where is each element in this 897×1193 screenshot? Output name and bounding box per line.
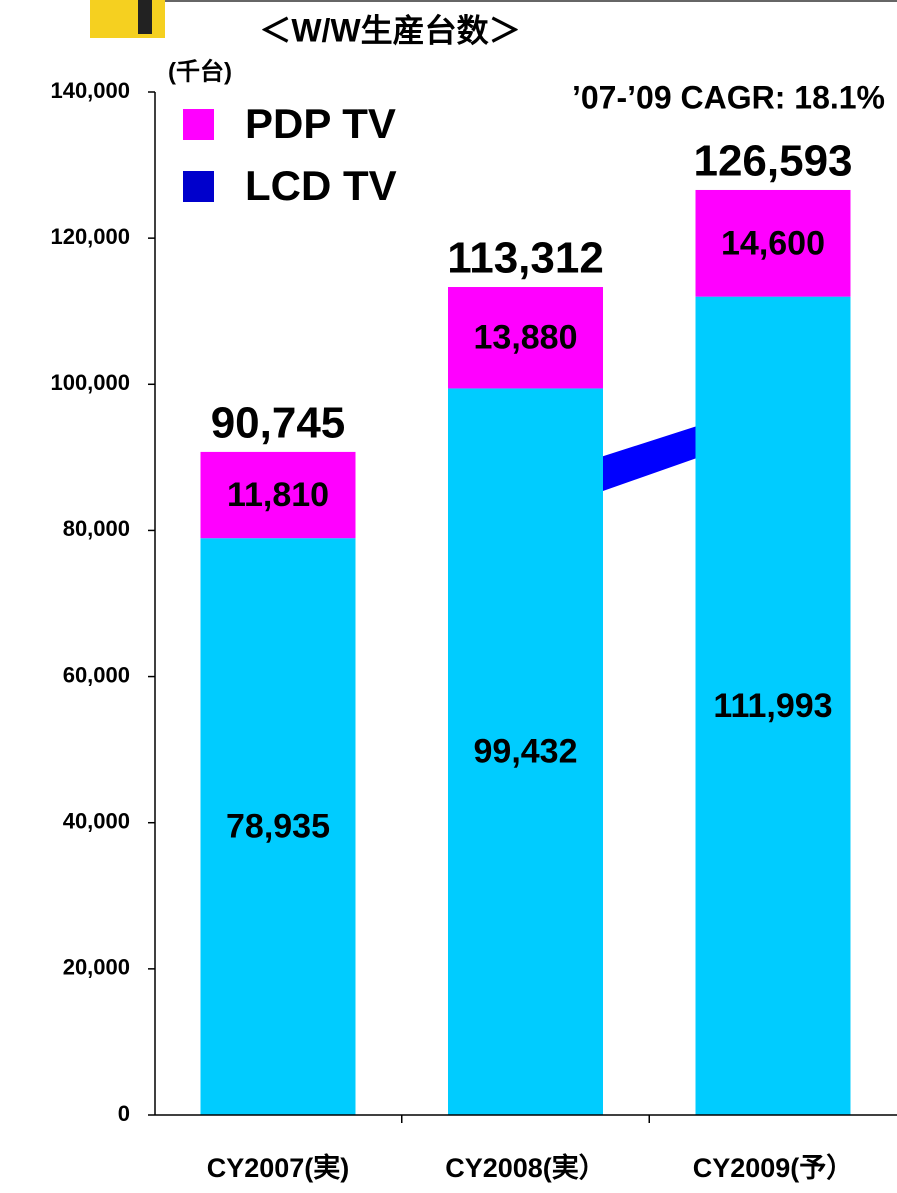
bar-segment — [448, 388, 603, 1115]
chart-title: ＜W/W生産台数＞ — [259, 12, 520, 48]
value-label: 111,993 — [713, 687, 832, 725]
y-tick-label: 120,000 — [50, 224, 130, 249]
decoration — [138, 0, 152, 34]
bar-segment — [448, 287, 603, 389]
annotation: ’07-’09 CAGR: 18.1% — [572, 79, 885, 115]
x-tick-label: CY2007(実) — [207, 1152, 350, 1183]
decoration — [90, 0, 165, 38]
y-tick-label: 60,000 — [63, 662, 130, 687]
legend-label: PDP TV — [245, 100, 396, 147]
y-unit: (千台) — [168, 57, 232, 85]
bar-segment — [200, 451, 356, 539]
value-label: 99,432 — [474, 733, 578, 771]
bar-segment — [695, 296, 851, 1116]
value-label: 13,880 — [474, 319, 578, 357]
y-tick-label: 100,000 — [50, 370, 130, 395]
y-tick-label: 40,000 — [63, 809, 130, 834]
y-tick-label: 20,000 — [63, 955, 130, 980]
y-tick-label: 80,000 — [63, 516, 130, 541]
legend-label: LCD TV — [245, 162, 397, 209]
legend-swatch — [183, 171, 214, 202]
legend-swatch — [183, 109, 214, 140]
total-label: 113,312 — [447, 234, 604, 283]
value-label: 78,935 — [226, 808, 330, 846]
bar-segment — [200, 538, 356, 1115]
total-label: 90,745 — [211, 399, 346, 448]
bar-segment — [695, 189, 851, 297]
value-label: 14,600 — [721, 224, 825, 262]
value-label: 11,810 — [227, 476, 329, 514]
y-tick-label: 0 — [118, 1101, 130, 1126]
x-tick-label: CY2009(予） — [693, 1153, 854, 1183]
y-tick-label: 140,000 — [50, 78, 130, 103]
total-label: 126,593 — [693, 137, 852, 186]
x-tick-label: CY2008(実） — [445, 1152, 606, 1183]
